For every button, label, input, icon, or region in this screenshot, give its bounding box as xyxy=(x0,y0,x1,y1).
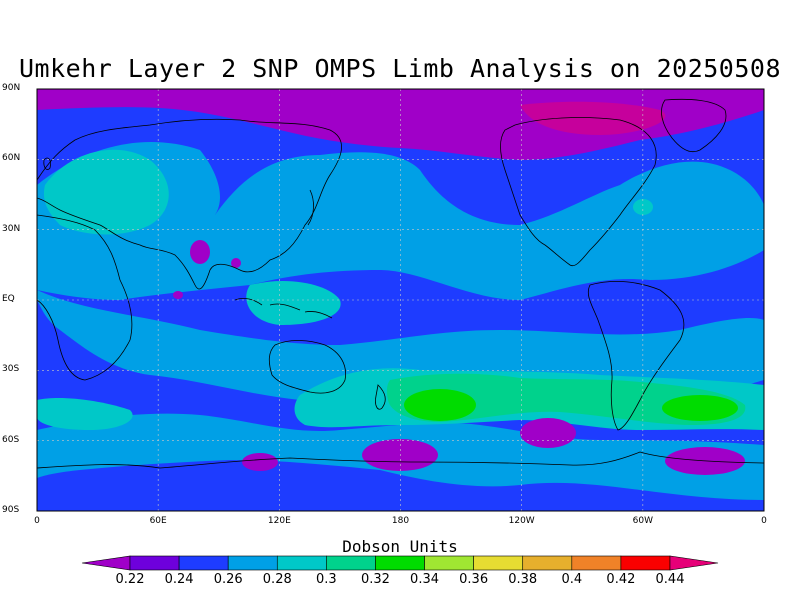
coastline-japan xyxy=(307,189,314,226)
colorbar-high-arrow xyxy=(669,555,719,571)
lat-tick-label: 90N xyxy=(2,83,21,93)
colorbar-tick-label: 0.34 xyxy=(410,572,440,587)
colorbar-swatch xyxy=(375,555,425,571)
gridlines xyxy=(37,89,764,511)
contour-028-southpole-west xyxy=(37,398,133,430)
contour-026-north xyxy=(37,142,764,300)
colorbar-tick-label: 0.32 xyxy=(360,572,390,587)
lon-tick-label: 60E xyxy=(149,516,167,526)
coastline-south-america xyxy=(587,281,685,431)
lon-tick-label: 60W xyxy=(632,516,654,526)
colorbar-tick-label: 0.44 xyxy=(655,572,685,587)
lat-tick-label: 60S xyxy=(2,434,20,445)
lon-tick-label: 0 xyxy=(34,516,40,526)
contour-028-pacific xyxy=(246,280,341,325)
lat-tick-label: 60N xyxy=(2,153,21,164)
colorbar-swatch xyxy=(227,555,278,571)
coastline-australia xyxy=(268,340,347,394)
coastline-eurasia xyxy=(37,118,342,290)
coastline-indonesia xyxy=(234,297,333,319)
colorbar-tick-label: 0.38 xyxy=(508,572,538,587)
colorbar-units-label: Dobson Units xyxy=(342,537,458,556)
lon-tick-label: 120W xyxy=(508,516,535,526)
contour-022-south1 xyxy=(362,439,438,471)
lat-tick-label: EQ xyxy=(2,294,15,304)
contour-022-south2 xyxy=(520,418,576,448)
coastline-africa xyxy=(37,214,133,381)
colorbar-swatch xyxy=(178,555,229,571)
colorbar-tick-label: 0.36 xyxy=(459,572,489,587)
colorbar-swatch xyxy=(571,555,622,571)
colorbar-swatch xyxy=(522,555,573,571)
lon-tick-label: 0 xyxy=(761,516,767,526)
coastlines xyxy=(37,98,764,469)
colorbar-swatch xyxy=(620,555,671,571)
contour-022-indochina xyxy=(231,258,241,268)
colorbar-tick-label: 0.42 xyxy=(606,572,636,587)
plot-frame xyxy=(36,88,765,512)
colorbar xyxy=(81,555,719,571)
chart-title: Umkehr Layer 2 SNP OMPS Limb Analysis on… xyxy=(18,54,781,83)
contour-022-africa xyxy=(173,291,183,299)
contour-026-atlantic-north xyxy=(633,199,653,215)
contour-032-south xyxy=(386,373,746,425)
coastline-antarctica xyxy=(37,451,764,469)
lon-tick-label: 180 xyxy=(391,516,410,526)
colorbar-tick-label: 0.22 xyxy=(115,572,145,587)
coastline-greenland xyxy=(661,98,727,153)
contour-034-pacific xyxy=(404,389,476,421)
colorbar-tick-label: 0.26 xyxy=(213,572,243,587)
coastline-newzealand xyxy=(375,384,386,410)
lat-tick-label: 90S xyxy=(2,505,20,515)
coastline-uk xyxy=(43,157,51,170)
contour-020-arctic xyxy=(520,101,666,135)
colorbar-low-arrow xyxy=(81,555,131,571)
colorbar-tick-label: 0.3 xyxy=(316,572,337,587)
colorbar-swatch xyxy=(473,555,524,571)
contour-028-eurasia xyxy=(43,149,169,235)
colorbar-tick-label: 0.4 xyxy=(561,572,583,587)
coastline-north-america xyxy=(500,117,657,267)
contour-022-india xyxy=(190,240,210,264)
colorbar-tick-label: 0.24 xyxy=(164,572,194,587)
lat-tick-label: 30S xyxy=(2,364,20,375)
colorbar-swatch xyxy=(129,555,180,571)
lon-tick-label: 120E xyxy=(267,516,291,526)
contour-034-atlantic xyxy=(662,395,738,421)
colorbar-swatch xyxy=(276,555,327,571)
lat-tick-label: 30N xyxy=(2,223,21,234)
contour-022-south4 xyxy=(242,453,278,471)
colorbar-swatch xyxy=(424,555,474,571)
colorbar-swatch xyxy=(326,555,376,571)
colorbar-tick-label: 0.28 xyxy=(262,572,292,587)
